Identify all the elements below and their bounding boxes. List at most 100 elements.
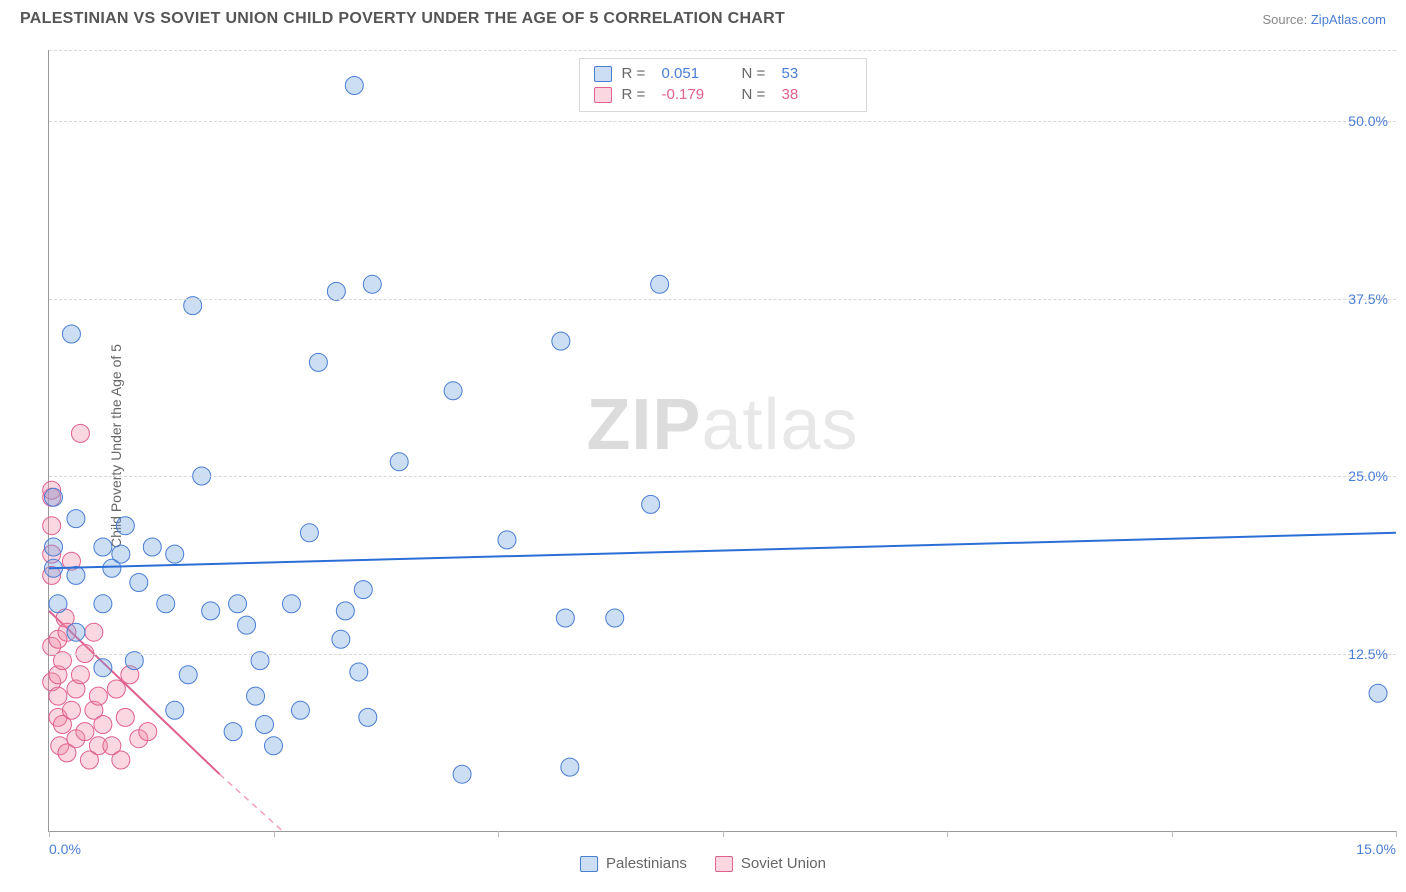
scatter-point-blue [67, 623, 85, 641]
legend-r-label: R = [622, 86, 652, 103]
scatter-point-blue [332, 630, 350, 648]
scatter-point-blue [49, 595, 67, 613]
x-tick [274, 831, 275, 837]
legend-n-value: 38 [782, 86, 852, 103]
legend-series: Palestinians Soviet Union [580, 855, 826, 872]
legend-series-item: Palestinians [580, 855, 687, 872]
source-attribution: Source: ZipAtlas.com [1262, 12, 1386, 27]
x-tick [1396, 831, 1397, 837]
trendline-blue [49, 533, 1396, 569]
scatter-point-pink [49, 687, 67, 705]
scatter-point-blue [282, 595, 300, 613]
scatter-point-pink [112, 751, 130, 769]
scatter-point-pink [71, 424, 89, 442]
scatter-point-blue [256, 716, 274, 734]
scatter-point-pink [89, 687, 107, 705]
plot-region: ZIPatlas R =0.051N =53R =-0.179N =38 12.… [48, 50, 1396, 832]
gridline [49, 654, 1396, 655]
scatter-point-pink [107, 680, 125, 698]
legend-swatch-pink [594, 87, 612, 103]
x-tick-label: 15.0% [1356, 841, 1396, 857]
scatter-point-pink [62, 701, 80, 719]
legend-n-label: N = [742, 86, 772, 103]
scatter-point-blue [157, 595, 175, 613]
scatter-point-blue [354, 581, 372, 599]
scatter-point-blue [309, 353, 327, 371]
scatter-point-blue [143, 538, 161, 556]
x-tick [1172, 831, 1173, 837]
scatter-point-pink [76, 723, 94, 741]
scatter-point-blue [265, 737, 283, 755]
gridline [49, 476, 1396, 477]
legend-swatch-blue [580, 856, 598, 872]
scatter-point-blue [453, 765, 471, 783]
scatter-point-blue [642, 495, 660, 513]
scatter-point-blue [390, 453, 408, 471]
gridline [49, 299, 1396, 300]
scatter-point-blue [166, 701, 184, 719]
plot-svg [49, 50, 1396, 831]
scatter-point-blue [202, 602, 220, 620]
legend-swatch-pink [715, 856, 733, 872]
scatter-point-blue [116, 517, 134, 535]
gridline [49, 121, 1396, 122]
scatter-point-pink [85, 623, 103, 641]
legend-swatch-blue [594, 66, 612, 82]
scatter-point-blue [300, 524, 318, 542]
source-link[interactable]: ZipAtlas.com [1311, 12, 1386, 27]
legend-series-label: Soviet Union [741, 855, 826, 872]
scatter-point-blue [130, 574, 148, 592]
x-tick [49, 831, 50, 837]
scatter-point-pink [116, 708, 134, 726]
scatter-point-blue [44, 538, 62, 556]
scatter-point-pink [43, 517, 61, 535]
scatter-point-blue [291, 701, 309, 719]
scatter-point-blue [606, 609, 624, 627]
y-tick-label: 25.0% [1348, 468, 1388, 484]
scatter-point-blue [94, 595, 112, 613]
scatter-point-blue [345, 77, 363, 95]
scatter-point-blue [179, 666, 197, 684]
scatter-point-blue [350, 663, 368, 681]
legend-correlation-row: R = -0.179 N = 38 [594, 84, 852, 105]
scatter-point-blue [363, 275, 381, 293]
scatter-point-blue [166, 545, 184, 563]
chart-header: PALESTINIAN VS SOVIET UNION CHILD POVERT… [0, 0, 1406, 36]
scatter-point-blue [62, 325, 80, 343]
legend-n-value: 53 [782, 65, 852, 82]
scatter-point-blue [224, 723, 242, 741]
x-tick-label: 0.0% [49, 841, 81, 857]
scatter-point-blue [238, 616, 256, 634]
x-tick [947, 831, 948, 837]
legend-r-value: -0.179 [662, 86, 732, 103]
legend-r-label: R = [622, 65, 652, 82]
scatter-point-blue [1369, 684, 1387, 702]
scatter-point-blue [247, 687, 265, 705]
scatter-point-blue [67, 566, 85, 584]
scatter-point-blue [651, 275, 669, 293]
x-tick [723, 831, 724, 837]
scatter-point-pink [71, 666, 89, 684]
chart-area: ZIPatlas R =0.051N =53R =-0.179N =38 12.… [48, 50, 1396, 832]
chart-title: PALESTINIAN VS SOVIET UNION CHILD POVERT… [20, 10, 785, 28]
legend-n-label: N = [742, 65, 772, 82]
trendline-pink-dashed [220, 774, 283, 831]
scatter-point-blue [229, 595, 247, 613]
scatter-point-blue [498, 531, 516, 549]
scatter-point-blue [94, 659, 112, 677]
scatter-point-blue [44, 488, 62, 506]
scatter-point-blue [112, 545, 130, 563]
legend-correlation: R =0.051N =53R =-0.179N =38 [579, 58, 867, 112]
scatter-point-blue [336, 602, 354, 620]
scatter-point-blue [556, 609, 574, 627]
scatter-point-blue [94, 538, 112, 556]
y-tick-label: 37.5% [1348, 291, 1388, 307]
scatter-point-pink [94, 716, 112, 734]
scatter-point-blue [359, 708, 377, 726]
legend-series-label: Palestinians [606, 855, 687, 872]
x-tick [498, 831, 499, 837]
scatter-point-blue [67, 510, 85, 528]
y-tick-label: 12.5% [1348, 646, 1388, 662]
scatter-point-blue [561, 758, 579, 776]
scatter-point-pink [139, 723, 157, 741]
